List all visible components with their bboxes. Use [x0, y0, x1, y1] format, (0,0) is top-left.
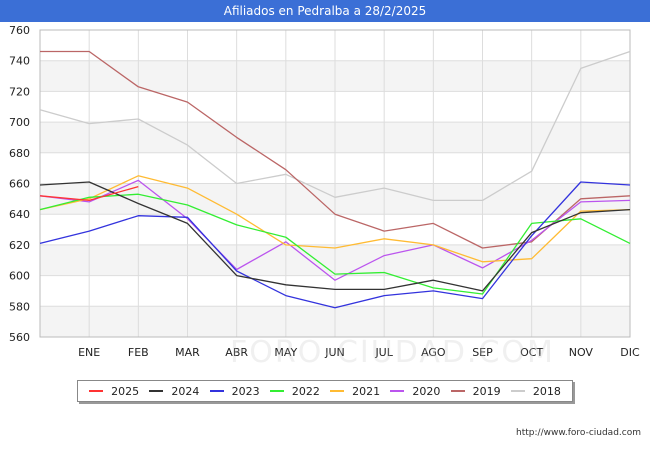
watermark: FORO-CIUDAD.COM	[230, 335, 555, 370]
x-tick-label: DIC	[620, 346, 640, 359]
chart-title: Afiliados en Pedralba a 28/2/2025	[223, 4, 427, 18]
x-tick-label: MAY	[274, 346, 297, 359]
legend-item-2019: 2019	[450, 384, 501, 398]
legend-item-2021: 2021	[330, 385, 380, 398]
source-link[interactable]: http://www.foro-ciudad.com	[516, 428, 641, 438]
legend-item-2020: 2020	[390, 385, 440, 398]
series-line-2025	[39, 185, 139, 202]
y-tick-label: 720	[9, 85, 30, 98]
legend-swatch	[390, 390, 405, 392]
series-line-2024	[39, 181, 631, 292]
x-tick-label: AGO	[421, 346, 446, 359]
legend-item-2024: 2024	[149, 385, 199, 398]
plot-frame	[39, 29, 631, 338]
x-tick-label: OCT	[520, 346, 543, 359]
x-tick-label: FEB	[128, 346, 149, 359]
y-tick-label: 620	[9, 239, 30, 252]
x-tick-label: NOV	[569, 346, 594, 359]
series-line-2018	[39, 50, 631, 202]
x-tick-label: JUL	[374, 346, 393, 359]
y-tick-label: 740	[9, 55, 30, 68]
legend-label: 2022	[291, 384, 320, 398]
series-line-2023	[39, 181, 631, 309]
legend-label: 2021	[352, 384, 381, 398]
y-tick-label: 580	[9, 300, 30, 313]
legend-item-2023: 2023	[209, 384, 260, 398]
series-line-2019	[40, 50, 631, 249]
legend-label: 2025	[111, 384, 140, 398]
legend-label: 2020	[412, 384, 441, 398]
y-tick-label: 700	[9, 116, 30, 129]
legend-swatch	[510, 390, 525, 392]
legend-label: 2024	[171, 384, 200, 398]
legend-swatch	[450, 390, 465, 392]
legend-item-2022: 2022	[269, 384, 320, 398]
legend-label: 2023	[231, 384, 260, 398]
series-line-2022	[39, 193, 631, 295]
title-bar	[0, 0, 650, 22]
y-tick-label: 640	[9, 208, 30, 221]
legend-item-2018: 2018	[510, 384, 561, 398]
legend-label: 2019	[472, 384, 501, 398]
legend: 2025 2024 2023 2022 2021 2020 2019 2018	[77, 380, 573, 402]
y-tick-label: 660	[9, 178, 30, 191]
x-tick-label: MAR	[175, 346, 200, 359]
x-tick-label: ENE	[78, 346, 100, 359]
x-tick-label: ABR	[225, 346, 248, 359]
legend-label: 2018	[532, 384, 561, 398]
series-line-2021	[39, 175, 631, 263]
y-tick-label: 760	[9, 24, 30, 37]
legend-swatch	[269, 390, 284, 392]
x-tick-label: JUN	[324, 346, 345, 359]
legend-item-2025: 2025	[89, 385, 139, 398]
legend-swatch	[209, 390, 224, 392]
legend-swatch	[89, 390, 104, 392]
legend-swatch	[149, 390, 164, 392]
y-tick-label: 560	[9, 331, 30, 344]
legend-swatch	[330, 390, 345, 392]
series-line-2020	[39, 179, 631, 281]
x-tick-label: SEP	[472, 346, 493, 359]
y-tick-label: 600	[9, 270, 30, 283]
y-tick-label: 680	[9, 147, 30, 160]
